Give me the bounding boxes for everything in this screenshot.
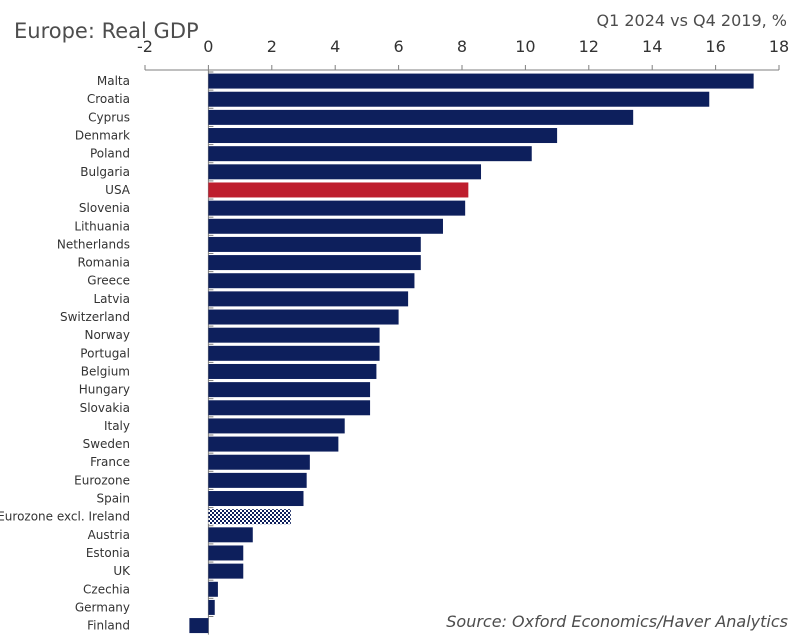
bar: [208, 472, 307, 488]
category-label: Germany: [75, 600, 130, 614]
bar: [189, 618, 209, 634]
category-label: Denmark: [75, 129, 130, 143]
bar: [208, 345, 380, 361]
category-label: UK: [113, 564, 131, 578]
category-label: Eurozone: [74, 473, 130, 487]
bars-group: [189, 73, 754, 634]
bar: [208, 363, 377, 379]
bar: [208, 491, 304, 507]
chart-source: Source: Oxford Economics/Haver Analytics: [446, 612, 788, 631]
category-label: Slovakia: [80, 401, 130, 415]
category-label: USA: [105, 183, 131, 197]
x-tick-label: 14: [642, 37, 662, 56]
x-tick-label: -2: [137, 37, 153, 56]
bar: [208, 382, 371, 398]
category-label: Portugal: [80, 346, 130, 360]
category-label: Latvia: [93, 292, 130, 306]
bar: [208, 327, 380, 343]
category-label: Eurozone excl. Ireland: [0, 510, 130, 524]
bar: [208, 236, 421, 252]
bar: [208, 527, 253, 543]
x-tick-label: 4: [330, 37, 340, 56]
category-label: Estonia: [86, 546, 130, 560]
category-label: Lithuania: [74, 219, 130, 233]
bar: [208, 509, 291, 525]
category-label: Spain: [96, 492, 130, 506]
category-label: Poland: [90, 147, 130, 161]
category-label: Cyprus: [88, 110, 130, 124]
bar: [208, 73, 754, 89]
x-tick-label: 12: [579, 37, 599, 56]
category-label: Netherlands: [57, 237, 130, 251]
category-label: Belgium: [81, 364, 130, 378]
bar: [208, 400, 371, 416]
bar: [208, 309, 399, 325]
category-label: Sweden: [83, 437, 130, 451]
bar: [208, 545, 244, 561]
bar: [208, 563, 244, 579]
category-label: Romania: [78, 256, 130, 270]
bar: [208, 418, 345, 434]
x-tick-label: 2: [267, 37, 277, 56]
x-tick-label: 0: [203, 37, 213, 56]
category-label: Finland: [87, 619, 130, 633]
x-tick-label: 6: [394, 37, 404, 56]
category-label: Slovenia: [79, 201, 130, 215]
chart-title: Europe: Real GDP: [14, 19, 199, 43]
category-label: Hungary: [79, 383, 130, 397]
x-tick-label: 18: [769, 37, 789, 56]
bar: [208, 454, 310, 470]
bar: [208, 436, 339, 452]
bar: [208, 581, 218, 597]
x-tick-label: 10: [515, 37, 535, 56]
bar: [208, 91, 710, 107]
category-label: Austria: [88, 528, 130, 542]
bar: [208, 291, 409, 307]
bar: [208, 200, 466, 216]
category-label: Norway: [84, 328, 130, 342]
category-label: Bulgaria: [80, 165, 130, 179]
x-tick-label: 16: [705, 37, 725, 56]
category-label: Czechia: [83, 582, 130, 596]
category-label: Italy: [104, 419, 130, 433]
category-label: Croatia: [87, 92, 130, 106]
bar: [208, 146, 532, 162]
category-label: Malta: [97, 74, 130, 88]
bar: [208, 109, 634, 125]
bar: [208, 182, 469, 198]
x-tick-label: 8: [457, 37, 467, 56]
category-label: France: [90, 455, 130, 469]
bar: [208, 218, 443, 234]
bar: [208, 255, 421, 271]
category-label: Switzerland: [60, 310, 130, 324]
category-label: Greece: [87, 274, 130, 288]
bar: [208, 273, 415, 289]
bar: [208, 164, 482, 180]
bar: [208, 128, 558, 144]
bar: [208, 599, 215, 615]
category-labels: Malta Croatia Cyprus Denmark Poland Bulgaria U…: [0, 74, 131, 633]
chart-subtitle: Q1 2024 vs Q4 2019, %: [596, 11, 787, 30]
